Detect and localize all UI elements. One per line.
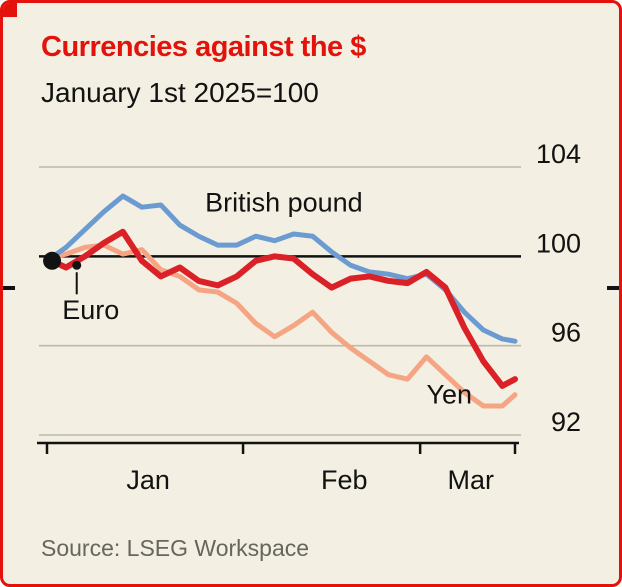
annotation-british-pound: British pound xyxy=(205,188,363,218)
y-axis-label-104: 104 xyxy=(536,139,581,169)
start-point-dot xyxy=(43,251,62,270)
chart-title: Currencies against the $ xyxy=(41,31,366,63)
series-line-euro xyxy=(44,228,518,389)
currency-chart: 92 96 100 104 Jan Feb Mar British pound Euro Yen xyxy=(37,139,581,495)
chart-subtitle: January 1st 2025=100 xyxy=(41,77,319,108)
series-line-yen xyxy=(44,242,518,409)
x-axis-label-feb: Feb xyxy=(321,465,368,495)
economist-red-tab xyxy=(3,3,17,17)
annotation-euro: Euro xyxy=(62,295,119,325)
y-axis-label-92: 92 xyxy=(551,407,581,437)
y-axis-label-100: 100 xyxy=(536,228,581,258)
x-axis-label-jan: Jan xyxy=(126,465,170,495)
right-edge-tick xyxy=(607,286,619,290)
euro-callout-dot xyxy=(72,260,82,270)
y-axis-label-96: 96 xyxy=(551,318,581,348)
left-edge-tick xyxy=(3,286,15,290)
annotation-yen: Yen xyxy=(426,380,472,410)
source-note: Source: LSEG Workspace xyxy=(41,535,310,561)
x-axis-label-mar: Mar xyxy=(447,465,494,495)
